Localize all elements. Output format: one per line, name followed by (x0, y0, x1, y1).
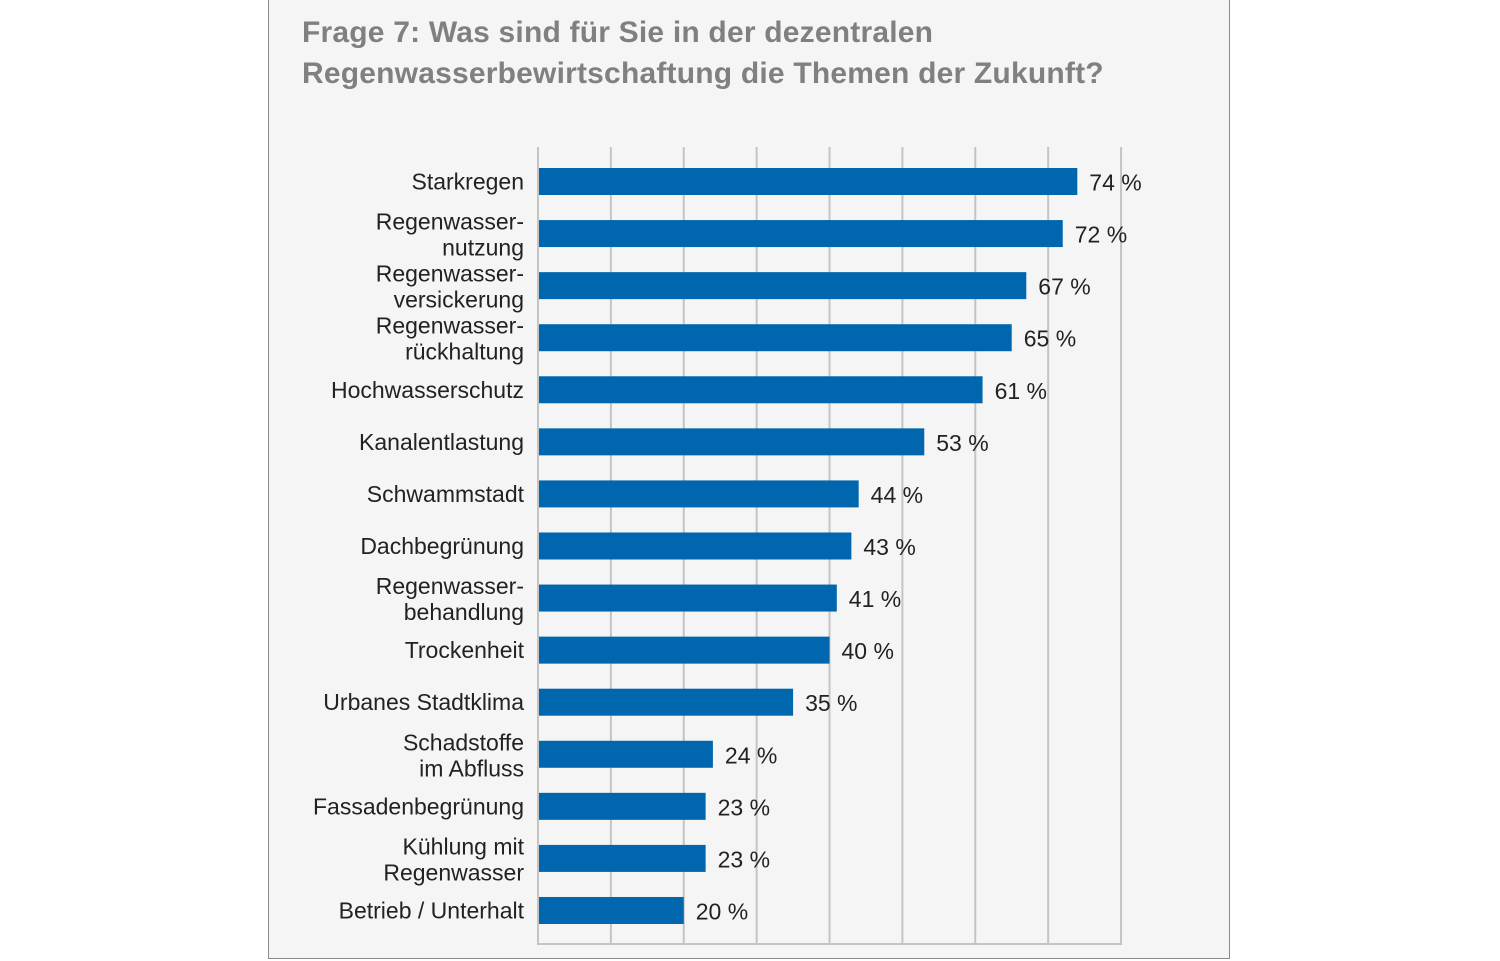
category-label-9: Regenwasser-behandlung (376, 573, 524, 625)
category-label-4-line-1: Regenwasser- (376, 313, 524, 339)
category-label-12-line-1: Schadstoffe (403, 729, 524, 755)
value-label-12: 24 % (725, 742, 777, 768)
category-labels: StarkregenRegenwasser-nutzungRegenwasser… (313, 169, 525, 924)
category-label-7: Schwammstadt (367, 481, 525, 507)
category-label-5-line-1: Hochwasserschutz (331, 377, 524, 403)
value-label-3: 67 % (1038, 274, 1090, 300)
category-label-9-line-2: behandlung (404, 599, 524, 625)
value-label-6: 53 % (936, 430, 988, 456)
category-label-3-line-2: versickerung (394, 287, 524, 313)
category-label-5: Hochwasserschutz (331, 377, 524, 403)
value-label-9: 41 % (849, 586, 901, 612)
chart-title: Frage 7: Was sind für Sie in der dezentr… (302, 12, 1202, 94)
bar-6 (539, 428, 925, 456)
bar-7 (539, 480, 859, 508)
value-labels: 74 % 72 % 67 % 65 % 61 % 53 % 44 % 43 % 41 % 40 %… (696, 170, 1142, 925)
category-label-10-line-1: Trockenheit (405, 637, 525, 663)
category-label-9-line-1: Regenwasser- (376, 573, 524, 599)
category-label-1: Starkregen (411, 169, 524, 195)
bar-14 (539, 844, 706, 872)
category-label-13: Fassadenbegrünung (313, 793, 524, 819)
category-label-2: Regenwasser-nutzung (376, 209, 524, 261)
bar-1 (539, 168, 1078, 195)
category-label-14: Kühlung mit Regenwasser (383, 833, 524, 885)
value-label-11: 35 % (805, 690, 857, 716)
bar-8 (539, 532, 852, 560)
category-label-2-line-2: nutzung (442, 235, 524, 261)
category-label-8-line-1: Dachbegrünung (360, 533, 524, 559)
category-label-13-line-1: Fassadenbegrünung (313, 793, 524, 819)
category-label-15: Betrieb / Unterhalt (339, 897, 525, 923)
value-label-5: 61 % (995, 378, 1047, 404)
category-label-3-line-1: Regenwasser- (376, 261, 524, 287)
value-label-13: 23 % (718, 794, 770, 820)
value-label-15: 20 % (696, 898, 748, 924)
chart-title-line-1: Frage 7: Was sind für Sie in der dezentr… (302, 16, 934, 49)
category-label-6: Kanalentlastung (359, 429, 524, 455)
category-label-12: Schadstoffe im Abfluss (403, 729, 524, 781)
category-label-15-line-1: Betrieb / Unterhalt (339, 897, 525, 923)
category-label-6-line-1: Kanalentlastung (359, 429, 524, 455)
category-label-10: Trockenheit (405, 637, 525, 663)
category-label-12-line-2: im Abfluss (419, 755, 524, 781)
value-label-1: 74 % (1089, 170, 1141, 196)
value-label-2: 72 % (1075, 222, 1127, 248)
bar-15 (539, 896, 684, 924)
category-label-14-line-1: Kühlung mit (403, 833, 525, 859)
value-label-8: 43 % (863, 534, 915, 560)
value-label-7: 44 % (871, 482, 923, 508)
bars (539, 168, 1078, 924)
bar-13 (539, 792, 706, 820)
bar-12 (539, 740, 713, 768)
bar-9 (539, 584, 837, 612)
bar-11 (539, 688, 794, 716)
category-label-2-line-1: Regenwasser- (376, 209, 524, 235)
category-label-3: Regenwasser-versickerung (376, 261, 524, 313)
category-label-8: Dachbegrünung (360, 533, 524, 559)
bar-4 (539, 324, 1012, 352)
category-label-4: Regenwasser-rückhaltung (376, 313, 524, 365)
category-label-11: Urbanes Stadtklima (323, 689, 524, 715)
value-label-14: 23 % (718, 846, 770, 872)
chart-title-line-2: Regenwasserbewirtschaftung die Themen de… (302, 57, 1104, 90)
bar-10 (539, 636, 830, 664)
value-label-4: 65 % (1024, 326, 1076, 352)
bar-5 (539, 376, 983, 404)
category-label-4-line-2: rückhaltung (405, 339, 524, 365)
bar-3 (539, 272, 1027, 300)
value-label-10: 40 % (842, 638, 894, 664)
category-label-11-line-1: Urbanes Stadtklima (323, 689, 524, 715)
category-label-1-line-1: Starkregen (411, 169, 524, 195)
category-label-7-line-1: Schwammstadt (367, 481, 525, 507)
chart-panel (268, 0, 1230, 959)
category-label-14-line-2: Regenwasser (383, 859, 524, 885)
bar-2 (539, 220, 1063, 248)
